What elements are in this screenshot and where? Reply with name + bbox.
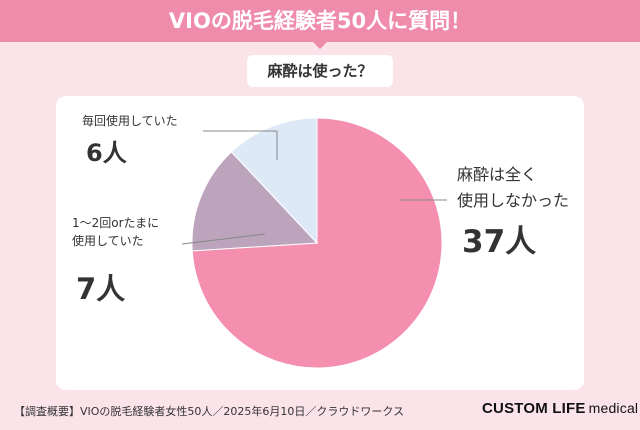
- header-title: VIOの脱毛経験者50人に質問！: [0, 0, 640, 42]
- slice-label-none: 麻酔は全く 使用しなかった: [457, 162, 569, 214]
- slice-label-every-line1: 毎回使用していた: [82, 114, 178, 128]
- brand-logo-sub: medical: [588, 400, 639, 416]
- question-label: 麻酔は使った？: [247, 55, 393, 87]
- brand-logo-main: CUSTOM LIFE: [482, 400, 586, 417]
- slice-value-every: 6人: [86, 139, 127, 167]
- slice-label-every: 毎回使用していた: [82, 112, 178, 130]
- slice-label-sometimes-line2: 使用していた: [72, 234, 144, 248]
- slice-label-sometimes-line1: 1〜2回orたまに: [72, 216, 160, 230]
- slice-label-sometimes: 1〜2回orたまに 使用していた: [72, 214, 159, 250]
- leader-line-sometimes: [181, 233, 266, 245]
- slice-value-none: 37人: [462, 224, 537, 260]
- slice-value-sometimes: 7人: [76, 272, 126, 306]
- slice-sometimes: [191, 151, 319, 252]
- header-notch: [312, 41, 328, 49]
- brand-logo: CUSTOM LIFE medical: [482, 400, 638, 417]
- slice-label-none-line1: 麻酔は全く: [457, 165, 538, 184]
- slice-label-none-line2: 使用しなかった: [457, 191, 570, 210]
- survey-summary: 【調査概要】VIOの脱毛経験者女性50人／2025年6月10日／クラウドワークス: [14, 405, 405, 418]
- slice-every: [230, 117, 318, 245]
